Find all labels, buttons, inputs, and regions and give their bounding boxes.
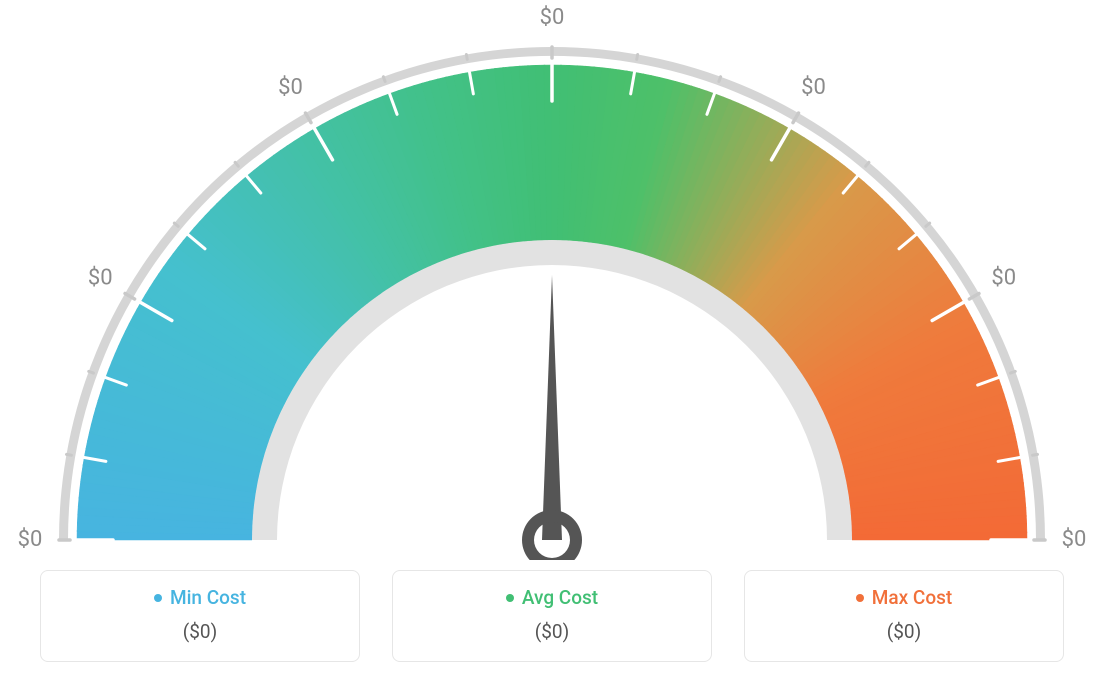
scale-label: $0 xyxy=(18,527,43,552)
legend-dot-icon xyxy=(506,594,514,602)
legend-label: Avg Cost xyxy=(522,587,598,610)
gauge-chart: $0 $0 $0 $0 $0 $0 $0 xyxy=(0,0,1104,560)
legend-row: Min Cost ($0) Avg Cost ($0) Max Cost ($0) xyxy=(0,570,1104,662)
gauge-needle xyxy=(542,275,562,540)
legend-value: ($0) xyxy=(763,620,1045,643)
legend-title: Avg Cost xyxy=(506,587,598,610)
legend-card-min: Min Cost ($0) xyxy=(40,570,360,662)
scale-label: $0 xyxy=(1062,527,1087,552)
scale-label: $0 xyxy=(278,75,303,100)
legend-value: ($0) xyxy=(411,620,693,643)
scale-label: $0 xyxy=(801,75,826,100)
scale-label: $0 xyxy=(88,266,113,291)
legend-card-max: Max Cost ($0) xyxy=(744,570,1064,662)
legend-dot-icon xyxy=(856,594,864,602)
legend-title: Max Cost xyxy=(856,587,952,610)
legend-label: Max Cost xyxy=(872,587,952,610)
scale-label: $0 xyxy=(540,5,565,30)
legend-label: Min Cost xyxy=(170,587,246,610)
legend-dot-icon xyxy=(154,594,162,602)
gauge-svg: $0 $0 $0 $0 $0 $0 $0 xyxy=(0,0,1104,560)
scale-label: $0 xyxy=(991,266,1016,291)
legend-value: ($0) xyxy=(59,620,341,643)
legend-title: Min Cost xyxy=(154,587,246,610)
legend-card-avg: Avg Cost ($0) xyxy=(392,570,712,662)
